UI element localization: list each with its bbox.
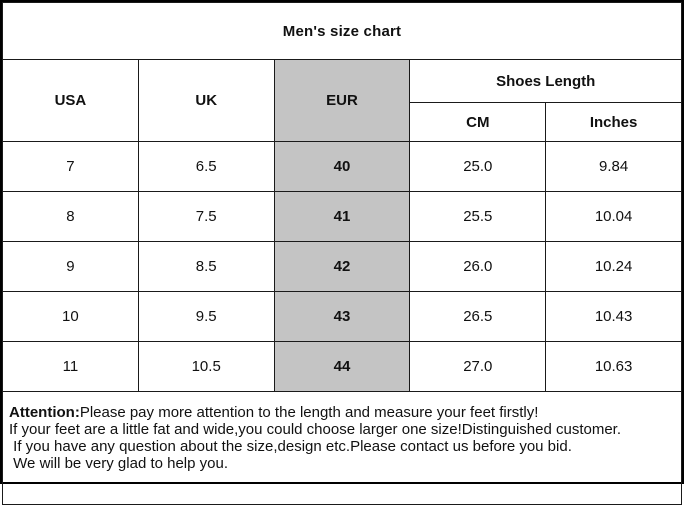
cell-uk: 8.5 [137,241,275,292]
cell-inches: 10.24 [545,241,682,292]
cell-inches: 9.84 [545,141,682,192]
cell-uk: 6.5 [137,141,275,192]
title-row: Men's size chart [2,2,682,60]
note-row: Attention:Please pay more attention to t… [2,391,682,505]
column-header-cm: CM [409,102,547,142]
cell-usa: 11 [2,341,139,392]
header-row-main: USA UK EUR Shoes Length [2,59,682,142]
cell-cm: 27.0 [409,341,547,392]
note-section: Attention:Please pay more attention to t… [2,391,682,505]
cell-eur: 40 [273,141,411,192]
page-title: Men's size chart [2,2,682,60]
column-header-inches: Inches [545,102,682,142]
cell-cm: 26.5 [409,291,547,342]
attention-label: Attention: [9,404,80,421]
table-row: 11 10.5 44 27.0 10.63 [2,341,682,392]
header-row-sub: CM Inches [3,102,682,142]
column-header-eur: EUR [273,59,411,142]
note-line-4: We will be very glad to help you. [9,455,229,472]
cell-inches: 10.43 [545,291,682,342]
cell-eur: 42 [273,241,411,292]
cell-uk: 9.5 [137,291,275,342]
column-header-usa: USA [2,59,139,142]
note-line-1: Attention:Please pay more attention to t… [9,404,673,421]
cell-usa: 9 [2,241,139,292]
note-line-1-text: Please pay more attention to the length … [79,404,539,421]
cell-usa: 10 [2,291,139,342]
cell-uk: 7.5 [137,191,275,242]
cell-inches: 10.04 [545,191,682,242]
cell-eur: 41 [273,191,411,242]
cell-usa: 7 [2,141,139,192]
column-header-uk: UK [137,59,275,142]
note-line-3: If you have any question about the size,… [9,438,572,455]
cell-usa: 8 [2,191,139,242]
table-row: 9 8.5 42 26.0 10.24 [2,241,682,292]
cell-cm: 25.5 [409,191,547,242]
cell-eur: 43 [273,291,411,342]
cell-eur: 44 [273,341,411,392]
note-line-2: If your feet are a little fat and wide,y… [9,421,622,438]
table-row: 10 9.5 43 26.5 10.43 [2,291,682,342]
column-group-shoes-length: Shoes Length [409,59,682,103]
cell-cm: 25.0 [409,141,547,192]
cell-cm: 26.0 [409,241,547,292]
cell-inches: 10.63 [545,341,682,392]
cell-uk: 10.5 [137,341,275,392]
table-row: 8 7.5 41 25.5 10.04 [2,191,682,242]
table-row: 7 6.5 40 25.0 9.84 [2,141,682,192]
